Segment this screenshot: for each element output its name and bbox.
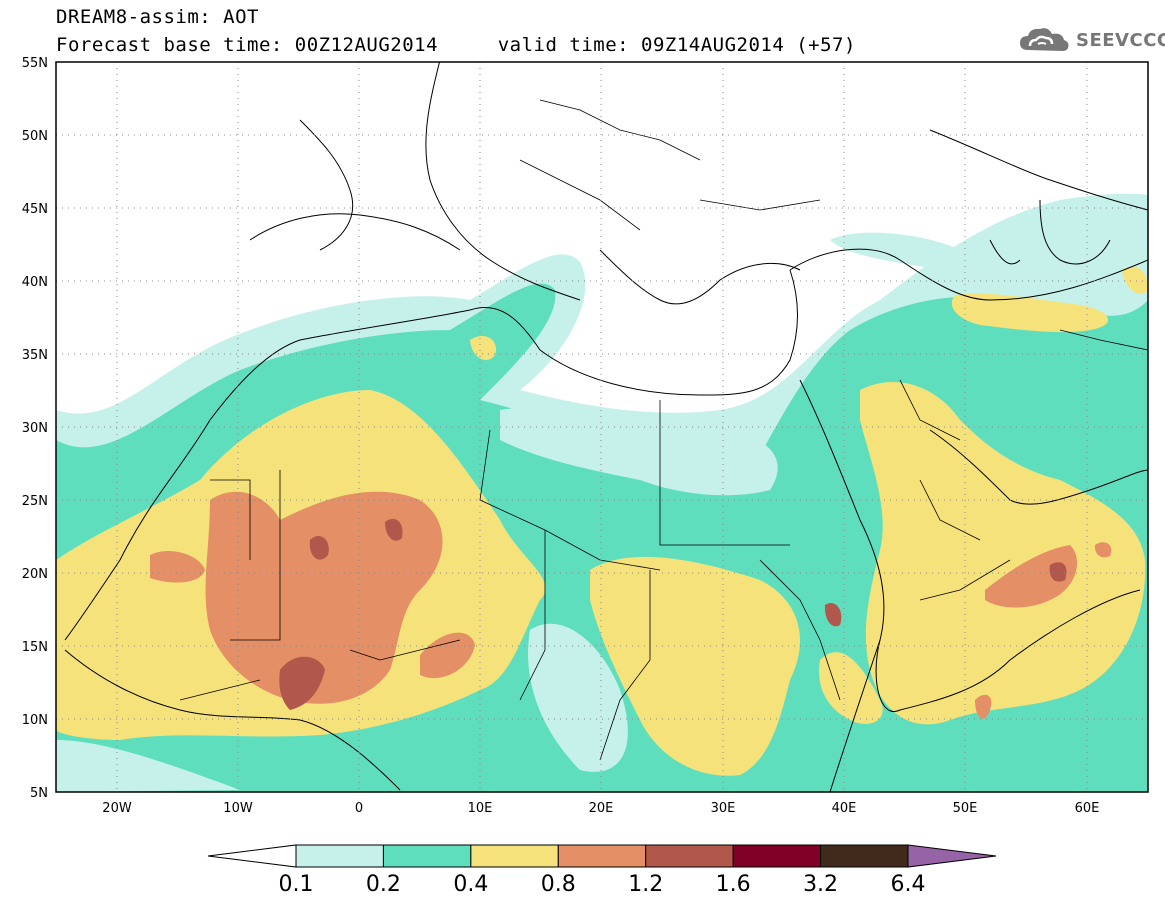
colorbar-label: 1.6 <box>716 872 751 897</box>
aot-region-0.1 <box>528 623 628 772</box>
aot-region-0.4 <box>860 381 1146 725</box>
map-title: DREAM8-assim: AOT <box>56 6 259 28</box>
aot-region-0.8 <box>205 491 443 704</box>
colorbar-swatch <box>732 844 822 868</box>
colorbar-swatch <box>382 844 472 868</box>
colorbar-label: 1.2 <box>628 872 663 897</box>
aot-region-0.4 <box>590 556 800 776</box>
aot-region-0.8 <box>420 632 475 679</box>
lon-label: 10E <box>468 801 493 816</box>
lat-label: 10N <box>22 713 48 728</box>
lon-label: 0 <box>355 801 363 816</box>
colorbar-max-arrow <box>907 844 997 868</box>
lat-label: 30N <box>22 421 48 436</box>
lon-label: 50E <box>953 801 978 816</box>
lon-label: 10W <box>223 801 253 816</box>
aot-region-0.4 <box>819 652 883 724</box>
colorbar-swatch <box>820 844 909 868</box>
lat-label: 25N <box>22 494 48 509</box>
aot-region-1.2 <box>309 535 329 560</box>
lat-label: 40N <box>22 275 48 290</box>
lon-label: 40E <box>832 801 857 816</box>
aot-region-0.8 <box>150 550 205 583</box>
lat-label: 50N <box>22 129 48 144</box>
colorbar-label: 6.4 <box>891 872 926 897</box>
colorbar-swatch <box>295 844 384 868</box>
seevccc-logo: SEEVCCC <box>1018 26 1165 54</box>
aot-region-1.2 <box>1049 562 1067 582</box>
colorbar-label: 0.8 <box>541 872 576 897</box>
lat-label: 20N <box>22 567 48 582</box>
colorbar-swatch <box>470 844 559 868</box>
lon-label: 30E <box>711 801 736 816</box>
aot-region-0.1 <box>500 407 778 496</box>
aot-region-0.4 <box>1122 266 1148 294</box>
coastlines <box>64 62 1148 792</box>
aot-region-0.4 <box>951 293 1109 333</box>
lat-label: 5N <box>30 786 48 801</box>
aot-region-1.2 <box>279 656 325 710</box>
cloud-icon <box>1020 28 1069 51</box>
colorbar-label: 0.4 <box>453 872 488 897</box>
colorbar-swatch <box>557 844 647 868</box>
colorbar-min-arrow <box>207 844 297 868</box>
lat-label: 15N <box>22 640 48 655</box>
map-frame <box>55 61 1149 793</box>
colorbar: 0.1 0.2 0.4 0.8 1.2 1.6 3.2 6.4 <box>207 844 997 897</box>
aot-region-1.2 <box>385 518 403 541</box>
lon-label: 20W <box>102 801 132 816</box>
aot-region-0.8 <box>975 694 992 719</box>
longitude-axis: 20W 10W 0 10E 20E 30E 40E 50E 60E <box>102 801 1099 816</box>
lon-label: 20E <box>589 801 614 816</box>
aot-region-0.1 <box>830 232 978 271</box>
forecast-time-line: Forecast base time: 00Z12AUG2014 valid t… <box>56 34 856 56</box>
lon-label: 60E <box>1075 801 1100 816</box>
latitude-axis: 55N 50N 45N 40N 35N 30N 25N 20N 15N 10N … <box>22 56 48 801</box>
aot-region-0.1 <box>56 740 240 792</box>
country-borders <box>179 99 1148 761</box>
lat-label: 45N <box>22 202 48 217</box>
aot-region-0.8 <box>985 545 1078 608</box>
colorbar-label: 0.1 <box>279 872 314 897</box>
aot-region-1.2 <box>824 602 842 627</box>
aot-map-field <box>56 62 1148 792</box>
colorbar-label: 0.2 <box>366 872 401 897</box>
colorbar-label: 3.2 <box>803 872 838 897</box>
lat-label: 55N <box>22 56 48 71</box>
colorbar-swatch <box>645 844 734 868</box>
logo-text: SEEVCCC <box>1076 29 1165 51</box>
map-gridlines <box>56 62 1148 792</box>
lat-label: 35N <box>22 348 48 363</box>
aot-region-0.8 <box>1094 542 1112 558</box>
